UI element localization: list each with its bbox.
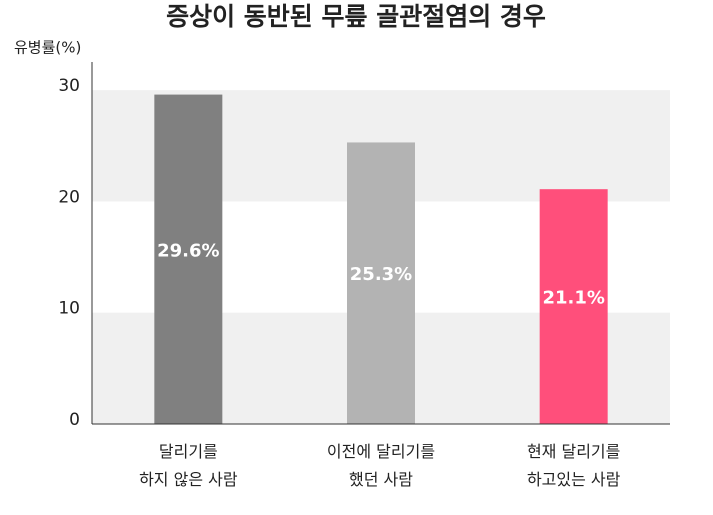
bar (539, 189, 608, 424)
value-label: 21.1% (542, 288, 604, 309)
x-tick-label: 달리기를 하지 않은 사람 (139, 442, 238, 489)
bar (347, 142, 415, 424)
bar (154, 94, 223, 425)
x-tick-label: 이전에 달리기를 했던 사람 (326, 442, 436, 489)
value-label: 25.3% (350, 264, 412, 285)
y-tick-label: 0 (69, 410, 80, 430)
y-tick-label: 10 (58, 299, 80, 319)
x-tick-label: 현재 달리기를 하고있는 사람 (526, 442, 621, 489)
y-axis-label: 유병률(%) (14, 39, 81, 57)
y-tick-label: 20 (58, 187, 80, 207)
bars (154, 94, 608, 425)
chart-title: 증상이 동반된 무릎 골관절염의 경우 (166, 2, 546, 31)
y-tick-label: 30 (58, 76, 80, 96)
value-label: 29.6% (157, 240, 219, 261)
